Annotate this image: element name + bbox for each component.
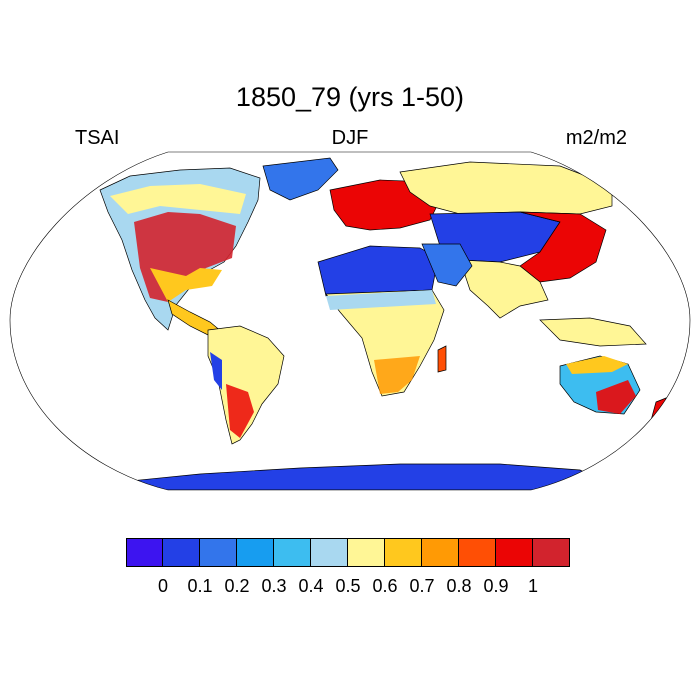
east-asia (519, 211, 607, 283)
colorbar-swatch (459, 538, 496, 567)
colorbar-swatch (533, 538, 570, 567)
colorbar-label: 0.8 (446, 576, 472, 596)
southeast-asia-islands (539, 317, 647, 347)
north-america-mid-zone (150, 268, 222, 302)
south-america-south-zone (226, 384, 254, 438)
colorbar-label: 0.2 (224, 576, 250, 596)
south-asia (459, 259, 549, 319)
colorbar-swatch (348, 538, 385, 567)
map-title: 1850_79 (yrs 1-50) (235, 82, 465, 112)
australia-east-zone (596, 380, 636, 414)
colorbar-label: 0.9 (483, 576, 509, 596)
antarctica (79, 463, 621, 490)
colorbar-swatch (422, 538, 459, 567)
map-outline (9, 151, 691, 491)
madagascar (437, 345, 447, 373)
variable-label: TSAI (75, 127, 120, 149)
colorbar-label: 0 (157, 576, 168, 596)
colorbar-label: 1 (527, 576, 538, 596)
south-america-west-zone (210, 352, 222, 390)
colorbar-swatch (237, 538, 274, 567)
colorbar-swatch (126, 538, 163, 567)
colorbar-swatch (274, 538, 311, 567)
colorbar-label: 0.3 (261, 576, 287, 596)
new-zealand (649, 397, 667, 425)
colorbar-label: 0.4 (298, 576, 324, 596)
colorbar-label: 0.1 (187, 576, 213, 596)
colorbar-label: 0.7 (409, 576, 435, 596)
greenland-region (262, 157, 339, 201)
colorbar-label: 0.5 (335, 576, 361, 596)
north-asia (399, 161, 613, 215)
colorbar-swatch (311, 538, 348, 567)
colorbar-swatch (200, 538, 237, 567)
africa-north-band (326, 290, 436, 310)
australia-north-zone (566, 356, 628, 374)
africa-south-zone (374, 356, 420, 394)
units-label: m2/m2 (565, 127, 627, 149)
north-america-north-zone (110, 184, 246, 214)
colorbar-label: 0.6 (372, 576, 398, 596)
colorbar-swatch (496, 538, 533, 567)
middle-east (421, 243, 473, 287)
season-label: DJF (331, 127, 369, 149)
colorbar-swatch (163, 538, 200, 567)
colorbar-swatch (385, 538, 422, 567)
sahara-region (317, 245, 439, 297)
